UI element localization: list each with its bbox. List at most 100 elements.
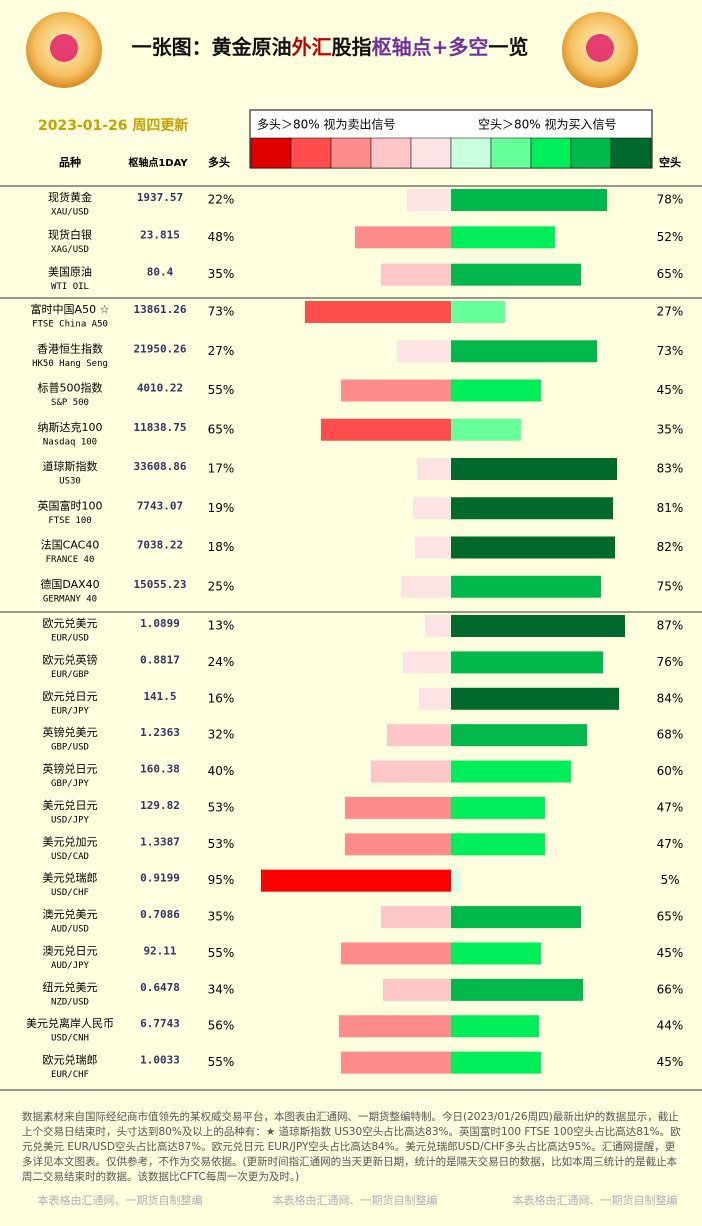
pivot: 0.9199	[140, 872, 180, 885]
legend-swatch	[610, 137, 652, 169]
pivot: 4010.22	[137, 382, 183, 395]
legend-swatch	[370, 137, 412, 169]
short-bar	[451, 340, 597, 363]
code: EUR/JPY	[51, 706, 90, 716]
name: 现货黄金	[48, 190, 92, 204]
code: EUR/CHF	[51, 1070, 89, 1080]
short-label: 68%	[657, 728, 684, 742]
short-bar	[451, 226, 555, 249]
long-label: 48%	[208, 230, 235, 244]
pivot: 0.8817	[140, 653, 180, 666]
long-bar	[341, 942, 451, 965]
short-label: 45%	[657, 1055, 684, 1069]
code: S&P 500	[51, 398, 89, 408]
long-bar	[339, 1015, 451, 1038]
pivot: 1.0899	[140, 617, 180, 630]
pivot: 23.815	[140, 228, 180, 241]
short-bar	[451, 615, 625, 637]
title-part: 股指	[332, 35, 372, 59]
short-bar	[451, 651, 603, 674]
short-bar	[451, 869, 461, 892]
code: Nasdaq 100	[43, 437, 97, 447]
credit: 本表格由汇通网、一期货自制整编	[273, 1193, 438, 1207]
name: 美元兑加元	[43, 834, 98, 848]
short-label: 81%	[657, 501, 684, 515]
short-bar	[451, 458, 617, 480]
name: 美元兑离岸人民币	[26, 1016, 114, 1030]
long-label: 53%	[208, 837, 235, 851]
name: 欧元兑美元	[43, 616, 98, 630]
short-bar	[451, 536, 615, 559]
short-label: 82%	[657, 540, 684, 554]
footer-note: 数据素材来自国际经纪商市值领先的某权威交易平台，本图表由汇通网、一期货整编特制。…	[22, 1111, 681, 1183]
code: WTI OIL	[51, 282, 89, 292]
legend-swatch	[250, 137, 292, 169]
long-label: 22%	[208, 193, 235, 207]
long-label: 55%	[208, 1055, 235, 1069]
long-label: 18%	[208, 540, 235, 554]
short-label: 78%	[657, 193, 684, 207]
code: HK50 Hang Seng	[32, 359, 108, 369]
long-bar	[341, 1051, 451, 1074]
short-bar	[451, 1015, 539, 1038]
title-part: 一张图：黄金原油	[132, 35, 292, 59]
name: 美元兑瑞郎	[43, 871, 98, 885]
pivot: 6.7743	[140, 1017, 180, 1030]
short-label: 35%	[657, 422, 684, 436]
code: AUD/USD	[51, 925, 89, 935]
long-bar	[425, 615, 451, 637]
long-bar	[401, 575, 451, 598]
short-bar	[451, 724, 587, 747]
name: 美国原油	[48, 265, 92, 279]
title: 一张图：黄金原油外汇股指枢轴点+多空一览	[132, 35, 529, 59]
code: USD/CNH	[51, 1034, 89, 1044]
legend-swatch	[290, 137, 332, 169]
long-bar	[345, 833, 451, 856]
long-label: 25%	[208, 579, 235, 593]
pivot: 1937.57	[137, 191, 183, 204]
col-pivot: 枢轴点1DAY	[128, 156, 188, 169]
short-bar	[451, 263, 581, 286]
short-label: 83%	[657, 462, 684, 476]
legend-left: 多头＞80% 视为卖出信号	[257, 117, 396, 132]
short-label: 5%	[660, 873, 679, 887]
name: 纳斯达克100	[38, 421, 103, 434]
code: EUR/USD	[51, 634, 89, 644]
short-bar	[451, 301, 505, 323]
name: 欧元兑瑞郎	[43, 1053, 98, 1067]
code: FTSE 100	[48, 516, 91, 526]
long-label: 35%	[208, 267, 235, 281]
code: USD/CHF	[51, 888, 89, 898]
legend-swatch	[410, 137, 452, 169]
short-label: 27%	[657, 305, 684, 319]
long-bar	[407, 189, 451, 211]
code: GERMANY 40	[43, 594, 97, 604]
pivot: 33608.86	[134, 460, 187, 473]
title-part: 外汇	[292, 35, 332, 59]
short-label: 84%	[657, 691, 684, 705]
col-name: 品种	[59, 155, 81, 169]
pivot: 13861.26	[134, 303, 187, 316]
long-bar	[321, 418, 451, 441]
short-bar	[451, 942, 541, 965]
name: 德国DAX40	[40, 577, 99, 591]
short-label: 66%	[657, 982, 684, 996]
long-label: 13%	[208, 619, 235, 633]
short-bar	[451, 833, 545, 856]
code: FTSE China A50	[32, 320, 108, 330]
short-bar	[451, 575, 601, 598]
short-label: 52%	[657, 230, 684, 244]
short-bar	[451, 760, 571, 783]
name: 现货白银	[48, 227, 92, 241]
short-bar	[451, 906, 581, 929]
legend-swatch	[530, 137, 572, 169]
long-bar	[261, 869, 451, 892]
short-label: 45%	[657, 383, 684, 397]
code: EUR/GBP	[51, 670, 90, 680]
name: 英国富时100	[38, 498, 103, 512]
long-bar	[371, 760, 451, 783]
name: 澳元兑日元	[43, 943, 98, 957]
credit: 本表格由汇通网、一期货自制整编	[513, 1193, 678, 1207]
long-label: 65%	[208, 422, 235, 436]
